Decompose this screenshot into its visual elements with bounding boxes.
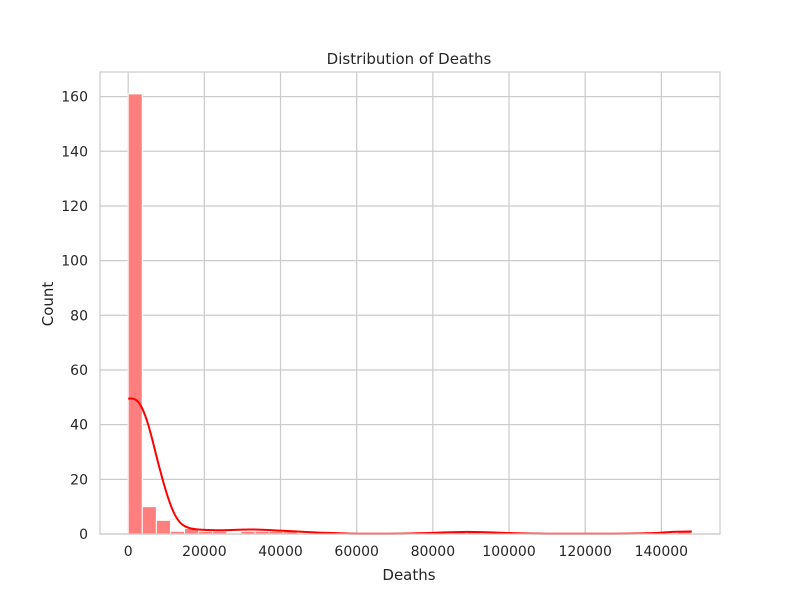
x-tick-label: 100000 [482,544,535,560]
y-tick-label: 120 [61,199,88,215]
x-tick-labels: 0 20000 40000 60000 80000 100000 120000 140000 [124,544,688,560]
y-tick-label: 80 [70,308,88,324]
x-tick-label: 140000 [635,544,688,560]
kde-curve [128,397,692,535]
x-axis-label: Deaths [382,566,435,584]
plot-area [100,72,720,534]
x-tick-label: 120000 [558,544,611,560]
histogram-bar [141,506,157,535]
x-tick-label: 0 [124,544,133,560]
x-tick-label: 20000 [182,544,227,560]
x-tick-label: 80000 [411,544,456,560]
y-tick-label: 100 [61,254,88,270]
y-tick-labels: 0 20 40 60 80 100 120 140 160 [61,90,88,543]
chart-title: Distribution of Deaths [327,50,492,68]
y-tick-label: 140 [61,144,88,160]
x-tick-label: 60000 [334,544,379,560]
x-tick-label: 40000 [258,544,303,560]
y-axis-label: Count [39,282,57,327]
histogram-bar [155,519,171,535]
y-tick-label: 160 [61,90,88,106]
plot-frame [99,71,721,535]
y-tick-label: 20 [70,472,88,488]
y-tick-label: 0 [79,527,88,543]
y-tick-label: 40 [70,418,88,434]
y-tick-label: 60 [70,363,88,379]
histogram-bar [127,93,143,535]
